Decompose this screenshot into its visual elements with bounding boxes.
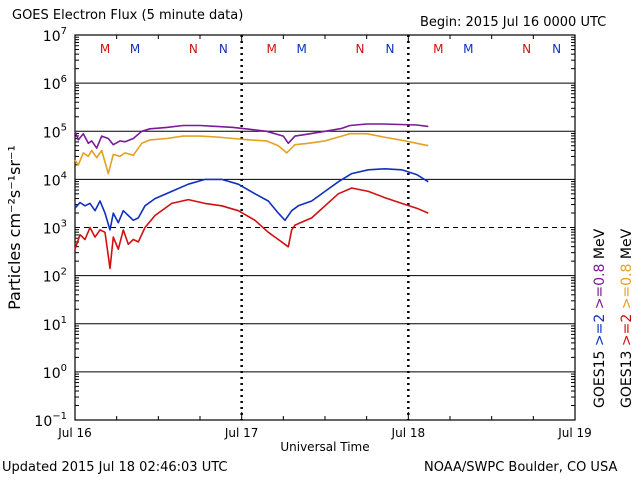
x-axis-label: Universal Time xyxy=(280,440,369,454)
satellite-marker: N xyxy=(552,42,561,56)
x-tick-label: Jul 16 xyxy=(57,426,92,440)
chart-title: GOES Electron Flux (5 minute data) xyxy=(12,8,244,23)
legend-entry: GOES15 >=2 >=0.8 MeV xyxy=(592,228,608,408)
y-tick-label: 10−1 xyxy=(34,411,67,430)
updated-timestamp: Updated 2015 Jul 18 02:46:03 UTC xyxy=(2,460,228,475)
y-tick-label: 101 xyxy=(43,315,67,334)
satellite-marker: M xyxy=(463,42,473,56)
y-tick-label: 106 xyxy=(43,74,67,93)
satellite-marker: N xyxy=(522,42,531,56)
satellite-marker: N xyxy=(189,42,198,56)
y-tick-label: 100 xyxy=(43,363,67,382)
satellite-marker: N xyxy=(219,42,228,56)
satellite-marker: M xyxy=(296,42,306,56)
x-tick-label: Jul 17 xyxy=(224,426,259,440)
satellite-marker: M xyxy=(100,42,110,56)
x-tick-label: Jul 19 xyxy=(557,426,592,440)
satellite-marker: N xyxy=(386,42,395,56)
series-line xyxy=(74,123,429,149)
series-line xyxy=(74,187,429,270)
satellite-marker: M xyxy=(266,42,276,56)
series-line xyxy=(74,168,429,231)
y-tick-label: 102 xyxy=(43,267,67,286)
y-tick-label: 107 xyxy=(43,26,67,45)
y-axis-label: Particles cm⁻²s⁻¹sr⁻¹ xyxy=(5,145,24,310)
y-tick-label: 104 xyxy=(43,170,67,189)
y-tick-label: 105 xyxy=(43,122,67,141)
y-tick-label: 103 xyxy=(43,219,67,238)
series-line xyxy=(74,132,429,175)
satellite-marker: M xyxy=(130,42,140,56)
credit-label: NOAA/SWPC Boulder, CO USA xyxy=(424,460,618,475)
begin-date: Begin: 2015 Jul 16 0000 UTC xyxy=(420,15,607,30)
legend-entry: GOES13 >=2 >=0.8 MeV xyxy=(619,228,635,408)
satellite-marker: M xyxy=(433,42,443,56)
satellite-marker: N xyxy=(356,42,365,56)
x-tick-label: Jul 18 xyxy=(391,426,426,440)
